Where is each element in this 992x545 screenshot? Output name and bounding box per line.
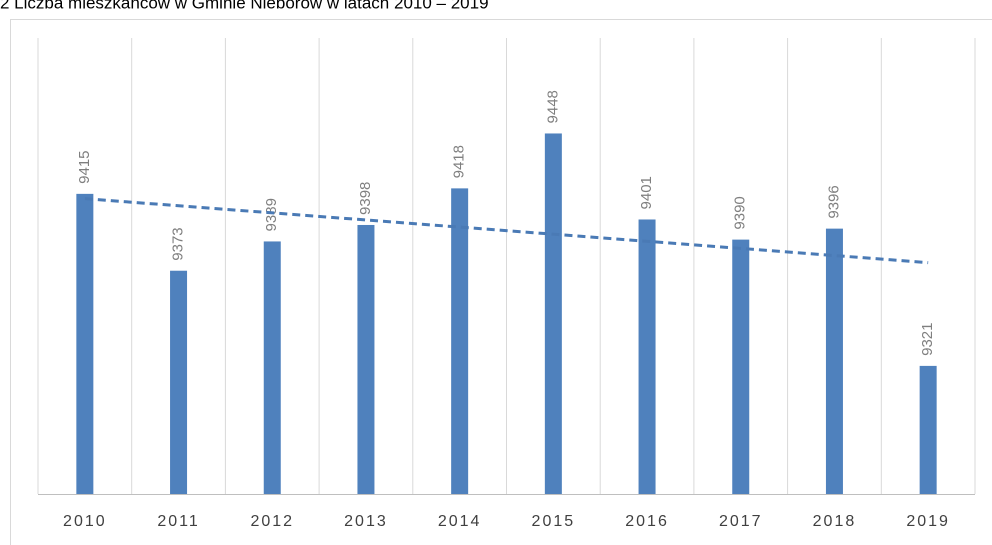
bar [357,224,375,495]
x-tick-label: 2018 [813,513,857,530]
bar [638,219,656,495]
x-tick-label: 2011 [157,513,199,530]
bar [732,239,750,494]
data-label: 9398 [357,182,374,215]
x-tick-label: 2010 [63,513,107,530]
bar [170,270,188,494]
chart-border [10,19,992,545]
data-label: 9415 [76,150,93,183]
x-tick-label: 2012 [250,513,294,530]
x-tick-label: 2017 [719,513,763,530]
data-label: 9396 [825,185,842,218]
bar [451,188,469,494]
data-label: 9401 [638,176,655,209]
trend-line [84,197,929,265]
data-label: 9389 [263,198,280,231]
data-label: 9418 [451,145,468,178]
x-tick-label: 2013 [344,513,388,530]
data-label: 9448 [544,90,561,123]
x-tick-label: 2019 [906,513,950,530]
bar [76,193,94,494]
x-tick-label: 2015 [532,513,576,530]
data-label: 9390 [732,196,749,229]
bar [825,228,843,494]
x-tick-label: 2014 [438,513,482,530]
chart-title: 2 Liczba mieszkańców w Gminie Nieborów w… [0,0,489,12]
x-tick-label: 2016 [625,513,669,530]
data-label: 9321 [919,323,936,356]
bar [263,241,281,494]
bar [544,133,562,495]
bar [919,365,937,494]
data-label: 9373 [170,227,187,260]
